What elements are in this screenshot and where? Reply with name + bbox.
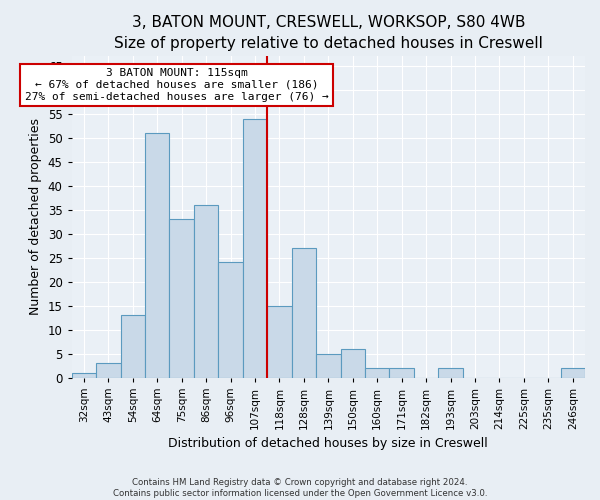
- Bar: [145, 133, 169, 378]
- Bar: [121, 315, 145, 378]
- Bar: [218, 262, 243, 378]
- Bar: [169, 220, 194, 378]
- Y-axis label: Number of detached properties: Number of detached properties: [29, 118, 42, 316]
- Bar: [341, 349, 365, 378]
- Bar: [560, 368, 585, 378]
- Text: Contains HM Land Registry data © Crown copyright and database right 2024.
Contai: Contains HM Land Registry data © Crown c…: [113, 478, 487, 498]
- Bar: [316, 354, 341, 378]
- Bar: [71, 372, 96, 378]
- Bar: [292, 248, 316, 378]
- Bar: [267, 306, 292, 378]
- Bar: [365, 368, 389, 378]
- Text: 3 BATON MOUNT: 115sqm
← 67% of detached houses are smaller (186)
27% of semi-det: 3 BATON MOUNT: 115sqm ← 67% of detached …: [25, 68, 329, 102]
- Bar: [96, 363, 121, 378]
- Bar: [243, 118, 267, 378]
- X-axis label: Distribution of detached houses by size in Creswell: Distribution of detached houses by size …: [169, 437, 488, 450]
- Bar: [389, 368, 414, 378]
- Title: 3, BATON MOUNT, CRESWELL, WORKSOP, S80 4WB
Size of property relative to detached: 3, BATON MOUNT, CRESWELL, WORKSOP, S80 4…: [114, 15, 543, 51]
- Bar: [194, 205, 218, 378]
- Bar: [439, 368, 463, 378]
